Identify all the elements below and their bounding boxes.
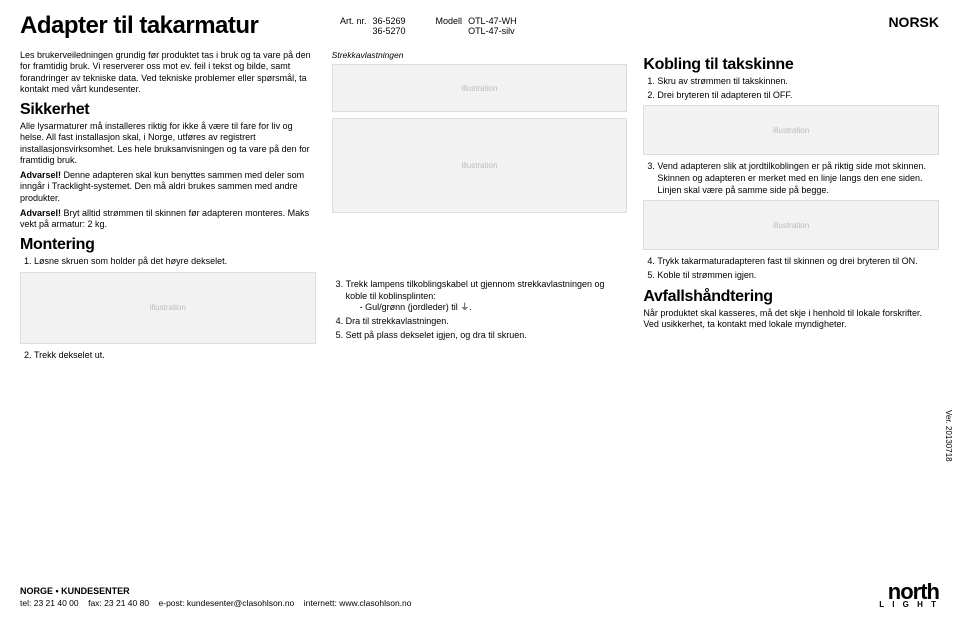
wire-sublist: Gul/grønn (jordleder) til ⏚. xyxy=(346,302,628,314)
product-meta: Art. nr. 36-5269 36-5270 Modell OTL-47-W… xyxy=(340,16,517,36)
brand-logo: north L I G H T xyxy=(879,582,939,608)
fax-label: fax: xyxy=(88,598,102,608)
wiring-steps: Trekk lampens tilkoblingskabel ut gjenno… xyxy=(332,279,628,341)
wire-step-3-text: Trekk lampens tilkoblingskabel ut gjenno… xyxy=(346,279,605,301)
art-label: Art. nr. xyxy=(340,16,367,36)
track-heading: Kobling til takskinne xyxy=(643,56,939,74)
warning-2: Advarsel! Bryt alltid strømmen til skinn… xyxy=(20,208,316,231)
spacer xyxy=(332,219,628,279)
tel-label: tel: xyxy=(20,598,31,608)
art-number-2: 36-5270 xyxy=(373,26,406,36)
mount-step-2: Trekk dekselet ut. xyxy=(34,350,316,362)
track-steps-b: Vend adapteren slik at jordtilkoblingen … xyxy=(643,161,939,196)
model-label: Modell xyxy=(436,16,463,36)
disposal-text: Når produktet skal kasseres, må det skje… xyxy=(643,308,939,331)
model-numbers: Modell OTL-47-WH OTL-47-silv xyxy=(436,16,517,36)
web-value: www.clasohlson.no xyxy=(339,598,411,608)
strain-relief-caption: Strekkavlastningen xyxy=(332,50,628,60)
track-step-2: Drei bryteren til adapteren til OFF. xyxy=(657,90,939,102)
warning-2-label: Advarsel! xyxy=(20,208,61,218)
track-step-4: Trykk takarmaturadapteren fast til skinn… xyxy=(657,256,939,268)
wire-step-3: Trekk lampens tilkoblingskabel ut gjenno… xyxy=(346,279,628,314)
track-steps-c: Trykk takarmaturadapteren fast til skinn… xyxy=(643,256,939,281)
warning-1-text: Denne adapteren skal kun benyttes sammen… xyxy=(20,170,304,203)
intro-text: Les brukerveiledningen grundig før produ… xyxy=(20,50,316,95)
wire-ground: Gul/grønn (jordleder) til ⏚. xyxy=(360,302,628,314)
figure-strain-relief-top: illustration xyxy=(332,64,628,112)
version-label: Ver. 20130718 xyxy=(944,410,953,462)
mount-step-1: Løsne skruen som holder på det høyre dek… xyxy=(34,256,316,268)
track-steps-a: Skru av strømmen til takskinnen. Drei br… xyxy=(643,76,939,101)
mounting-heading: Montering xyxy=(20,236,316,254)
column-left: Les brukerveiledningen grundig før produ… xyxy=(20,50,316,364)
mounting-steps-2: Trekk dekselet ut. xyxy=(20,350,316,362)
disposal-heading: Avfallshåndtering xyxy=(643,288,939,306)
footer-contact: NORGE • KUNDESENTER tel: 23 21 40 00 fax… xyxy=(20,586,412,608)
safety-text: Alle lysarmaturer må installeres riktig … xyxy=(20,121,316,166)
warning-1: Advarsel! Denne adapteren skal kun benyt… xyxy=(20,170,316,204)
page-header: Adapter til takarmatur Art. nr. 36-5269 … xyxy=(20,12,939,40)
language-label: NORSK xyxy=(888,14,939,30)
model-2: OTL-47-silv xyxy=(468,26,517,36)
email-label: e-post: xyxy=(159,598,185,608)
warning-1-label: Advarsel! xyxy=(20,170,61,180)
warning-2-text: Bryt alltid strømmen til skinnen før ada… xyxy=(20,208,309,229)
track-step-1: Skru av strømmen til takskinnen. xyxy=(657,76,939,88)
footer-line: tel: 23 21 40 00 fax: 23 21 40 80 e-post… xyxy=(20,598,412,608)
content-columns: Les brukerveiledningen grundig før produ… xyxy=(20,50,939,364)
footer-company: NORGE • KUNDESENTER xyxy=(20,586,412,596)
web-label: internett: xyxy=(304,598,337,608)
figure-rail-off: illustration xyxy=(643,105,939,155)
article-numbers: Art. nr. 36-5269 36-5270 xyxy=(340,16,406,36)
mounting-steps-1: Løsne skruen som holder på det høyre dek… xyxy=(20,256,316,268)
fax-value: 23 21 40 80 xyxy=(104,598,149,608)
figure-rail-align: illustration xyxy=(643,200,939,250)
art-number-1: 36-5269 xyxy=(373,16,406,26)
wire-step-4: Dra til strekkavlastningen. xyxy=(346,316,628,328)
track-step-5: Koble til strømmen igjen. xyxy=(657,270,939,282)
figure-adapter-open: illustration xyxy=(332,118,628,213)
column-middle: Strekkavlastningen illustration illustra… xyxy=(332,50,628,364)
track-step-3: Vend adapteren slik at jordtilkoblingen … xyxy=(657,161,939,196)
column-right: Kobling til takskinne Skru av strømmen t… xyxy=(643,50,939,364)
email-value: kundesenter@clasohlson.no xyxy=(187,598,294,608)
tel-value: 23 21 40 00 xyxy=(34,598,79,608)
safety-heading: Sikkerhet xyxy=(20,101,316,119)
page-title: Adapter til takarmatur xyxy=(20,12,340,40)
model-1: OTL-47-WH xyxy=(468,16,517,26)
logo-sub: L I G H T xyxy=(879,601,939,608)
figure-adapter-screw: illustration xyxy=(20,272,316,344)
page-footer: NORGE • KUNDESENTER tel: 23 21 40 00 fax… xyxy=(20,582,939,608)
wire-step-5: Sett på plass dekselet igjen, og dra til… xyxy=(346,330,628,342)
